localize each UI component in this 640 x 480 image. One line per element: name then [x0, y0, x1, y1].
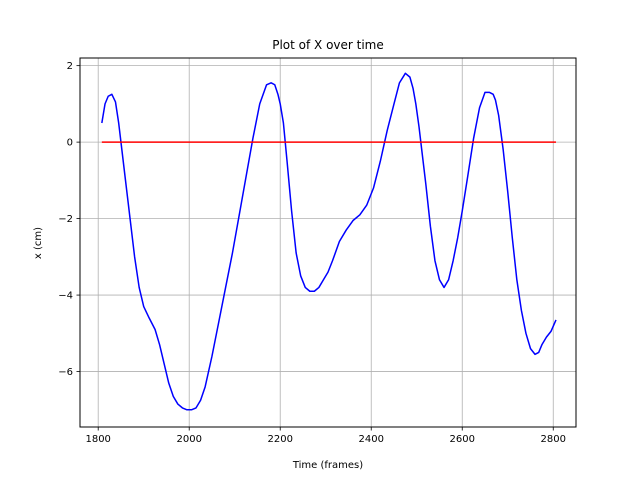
series-line-0	[101, 72, 557, 411]
grid	[80, 58, 576, 427]
chart-title: Plot of X over time	[272, 38, 384, 52]
y-tick-label: −4	[58, 291, 73, 302]
x-tick-label: 2600	[450, 434, 475, 445]
y-tick-label: −6	[58, 367, 73, 378]
y-axis-label: x (cm)	[33, 227, 44, 259]
x-tick-label: 2800	[541, 434, 566, 445]
x-tick-label: 2200	[267, 434, 292, 445]
x-tick-label: 2400	[359, 434, 384, 445]
plot-frame	[79, 57, 577, 428]
x-tick-label: 2000	[176, 434, 201, 445]
y-tick-label: 0	[67, 138, 73, 149]
x-axis-label: Time (frames)	[292, 460, 363, 471]
y-tick-label: −2	[58, 214, 73, 225]
ticks: 1800 2000 2200 2400 2600 2800 2 0 −2 −4 −6	[58, 61, 566, 445]
plot-area	[101, 72, 557, 411]
y-tick-label: 2	[67, 61, 73, 72]
x-tick-label: 1800	[85, 434, 110, 445]
